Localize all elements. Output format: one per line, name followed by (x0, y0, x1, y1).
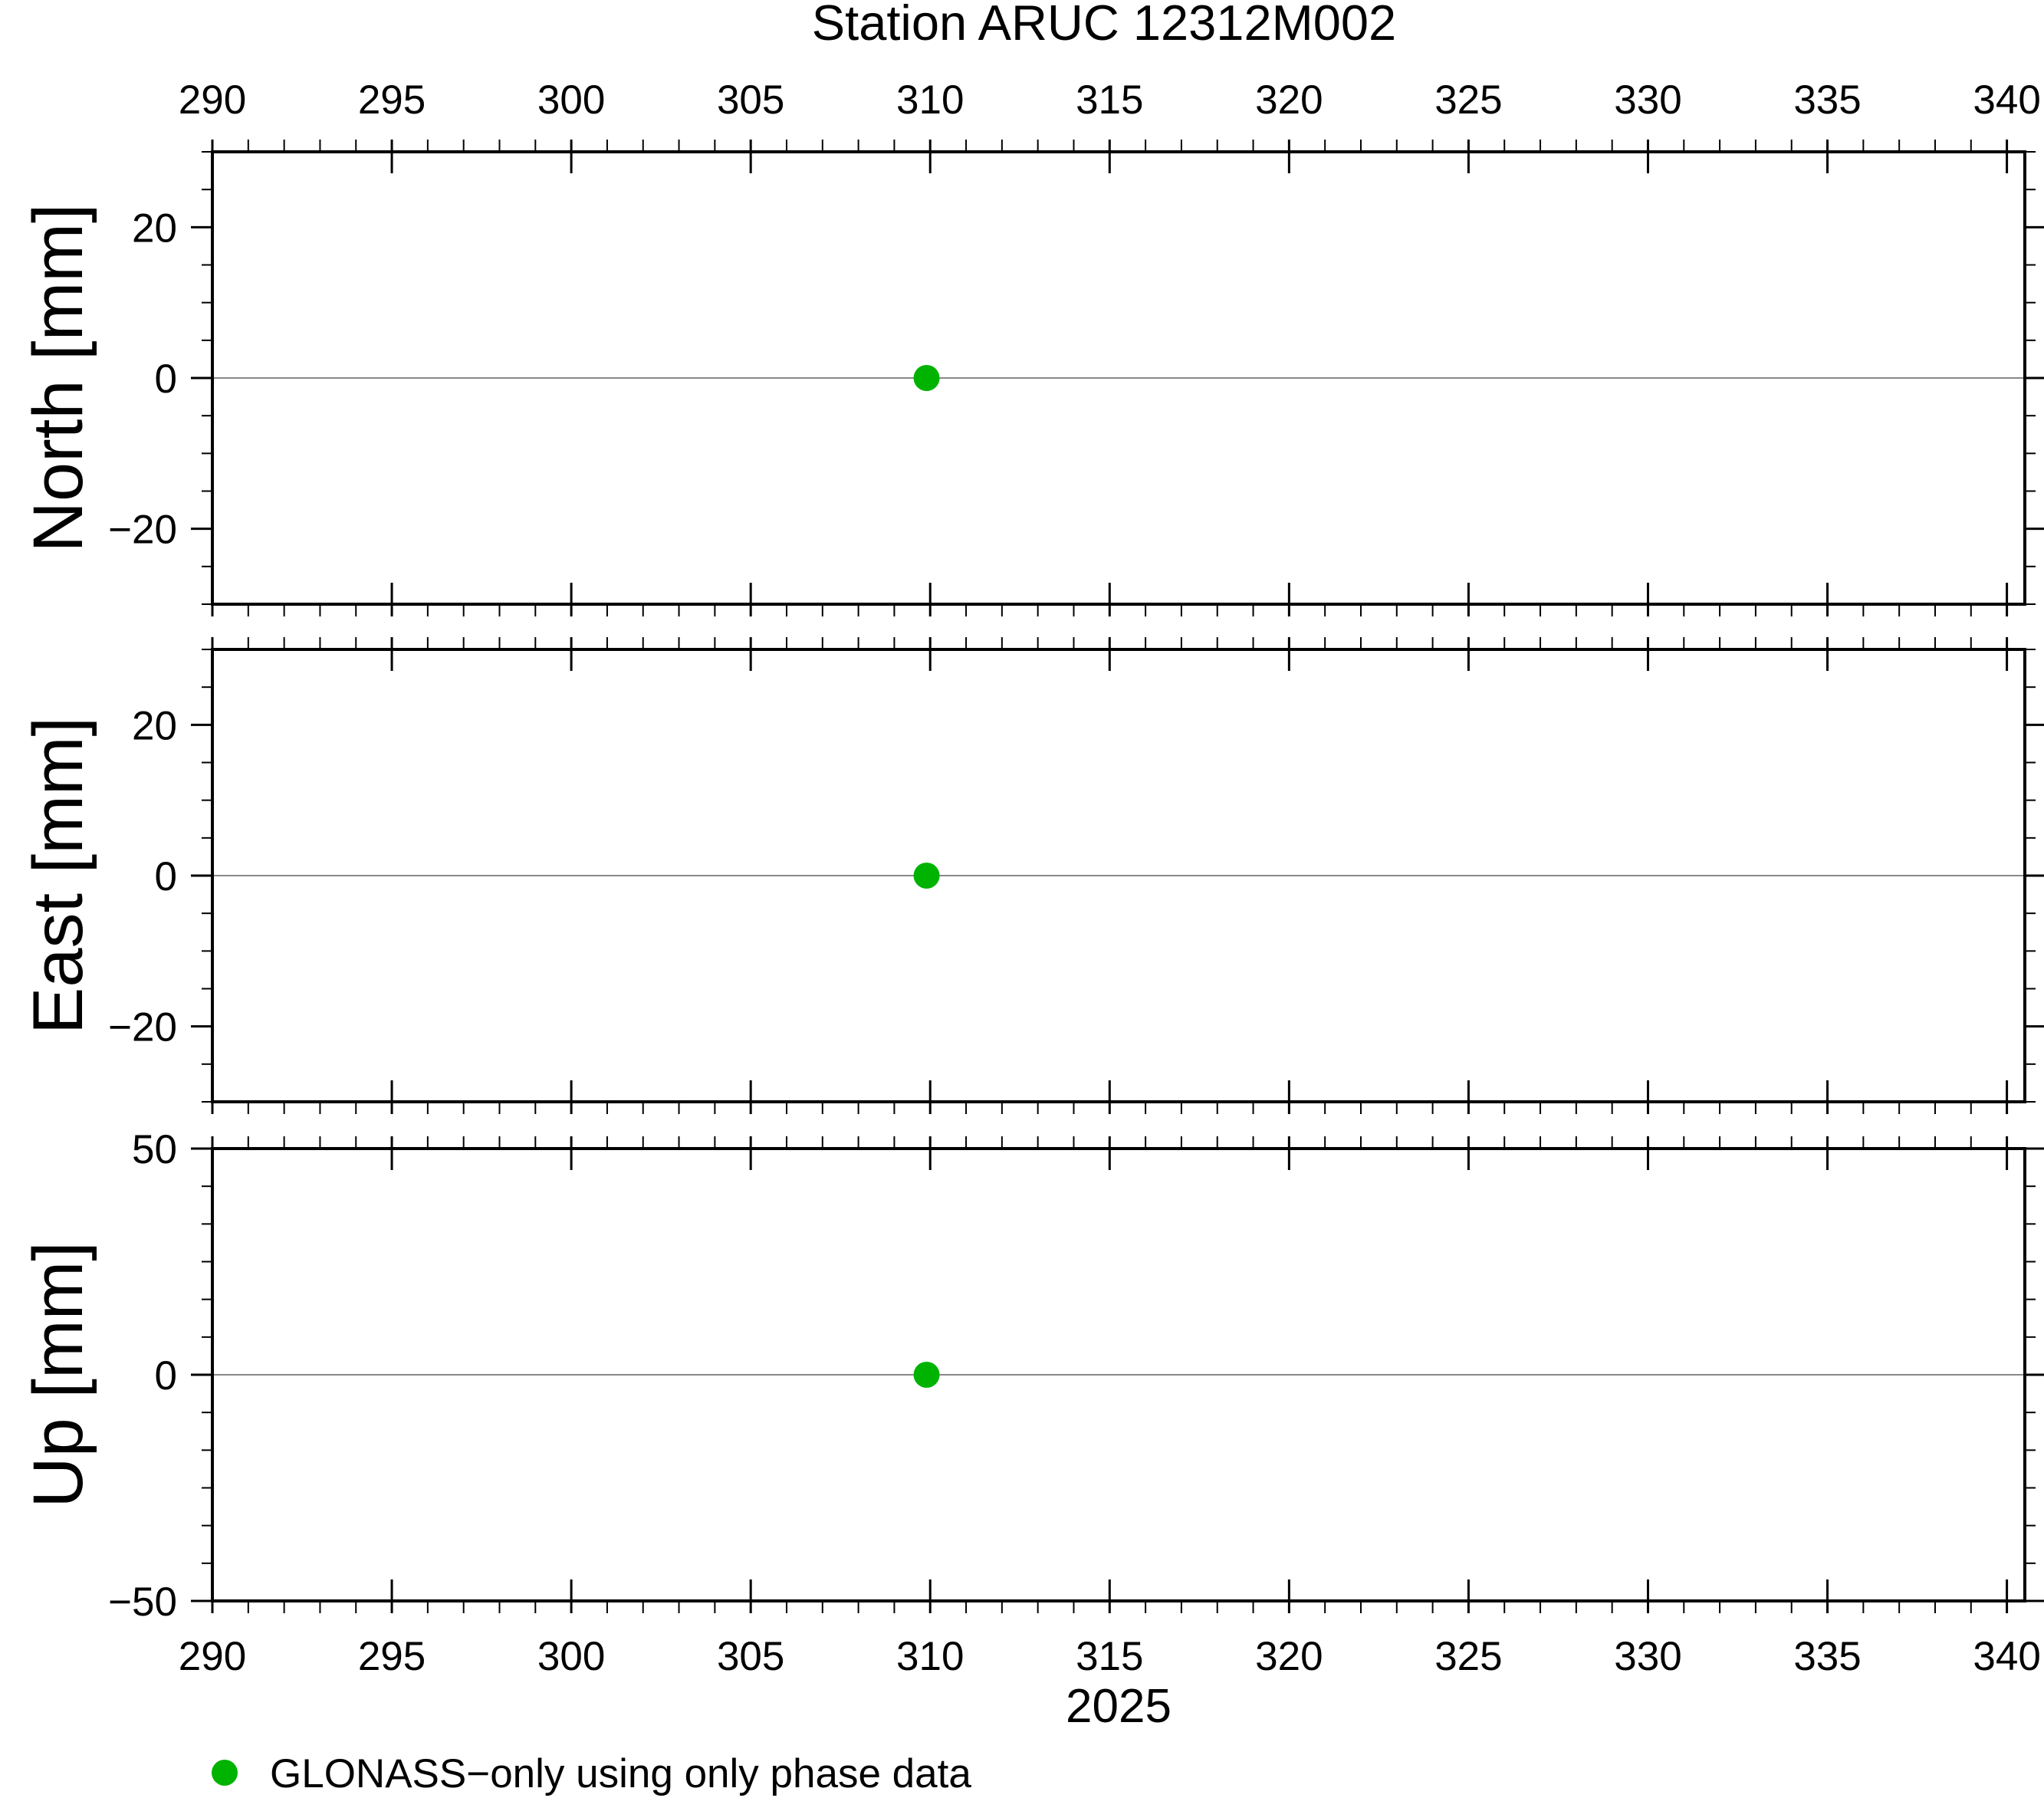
x-tick-label: 300 (537, 77, 605, 123)
legend-label: GLONASS−only using only phase data (270, 1751, 971, 1796)
x-tick-label: 305 (717, 1634, 784, 1679)
y-axis-label: Up [mm] (19, 1241, 97, 1508)
chart-panels: −20 0 20 North [mm] 290 295 300 305 310 315 320 325… (19, 77, 2044, 1733)
x-tick-label: 330 (1614, 1634, 1681, 1679)
legend: GLONASS−only using only phase data (212, 1751, 971, 1796)
data-point (913, 1362, 940, 1388)
panel-frame (211, 150, 2026, 606)
y-axis-label: East [mm] (19, 717, 97, 1034)
x-tick-label: 315 (1076, 77, 1143, 123)
data-point (913, 365, 940, 391)
x-tick-label: 320 (1255, 77, 1323, 123)
panel-up: −50 0 50 Up [mm] 290 295 300 305 310 315 320 325 330… (19, 1127, 2044, 1733)
x-tick-label: 300 (537, 1634, 605, 1679)
panel-north: −20 0 20 North [mm] 290 295 300 305 310 315 320 325… (19, 77, 2044, 616)
y-tick-label: −20 (108, 508, 177, 553)
x-tick-label: 335 (1793, 1634, 1861, 1679)
x-tick-label: 330 (1614, 77, 1681, 123)
x-tick-label: 310 (896, 77, 964, 123)
data-point (913, 863, 940, 889)
y-tick-label: −20 (108, 1005, 177, 1050)
y-tick-label: 50 (132, 1127, 177, 1172)
x-tick-label: 315 (1076, 1634, 1143, 1679)
panel-frame (211, 648, 2026, 1103)
x-tick-label: 320 (1255, 1634, 1323, 1679)
x-tick-label: 325 (1434, 77, 1502, 123)
panel-east: −20 0 20 East [mm] (19, 637, 2044, 1114)
y-axis-label: North [mm] (19, 204, 97, 553)
legend-marker-icon (212, 1760, 238, 1786)
y-tick-label: 0 (155, 357, 177, 402)
y-tick-label: 20 (132, 703, 177, 748)
x-tick-label: 325 (1434, 1634, 1502, 1679)
y-tick-label: 0 (155, 1353, 177, 1399)
x-tick-label: 290 (179, 1634, 246, 1679)
x-tick-label: 335 (1793, 77, 1861, 123)
x-tick-label: 340 (1973, 1634, 2040, 1679)
y-tick-label: 0 (155, 854, 177, 899)
chart-title: Station ARUC 12312M002 (812, 0, 1396, 51)
y-tick-label: 20 (132, 205, 177, 251)
x-tick-label: 310 (896, 1634, 964, 1679)
x-tick-label: 295 (358, 1634, 426, 1679)
x-tick-label: 295 (358, 77, 426, 123)
x-tick-label: 340 (1973, 77, 2040, 123)
x-axis-title: 2025 (1066, 1680, 1172, 1733)
x-tick-label: 305 (717, 77, 784, 123)
y-tick-label: −50 (108, 1579, 177, 1625)
x-tick-label: 290 (179, 77, 246, 123)
panel-frame (211, 1147, 2026, 1602)
